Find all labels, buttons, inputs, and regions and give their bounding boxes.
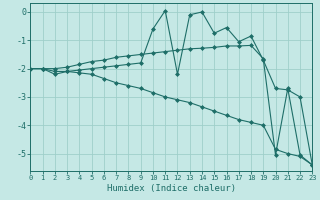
X-axis label: Humidex (Indice chaleur): Humidex (Indice chaleur) <box>107 184 236 193</box>
